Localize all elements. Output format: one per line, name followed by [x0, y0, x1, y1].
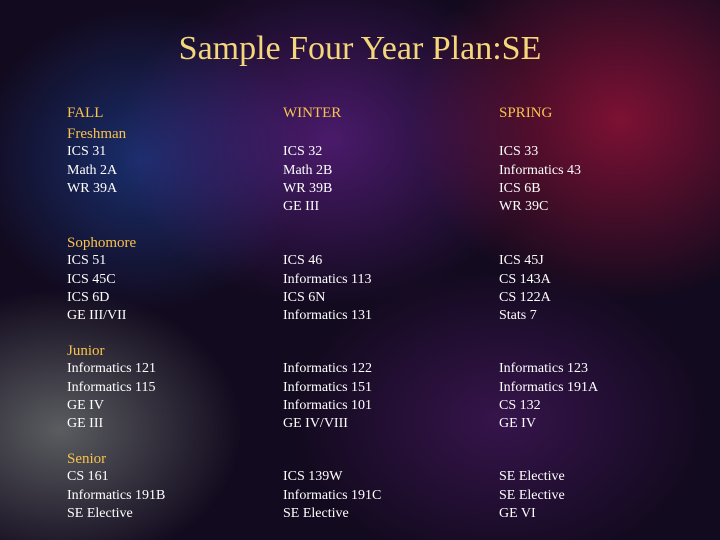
- course: GE IV/VIII: [283, 416, 348, 432]
- course: Math 2B: [283, 162, 333, 178]
- course: Informatics 191C: [283, 487, 382, 503]
- course: Informatics 43: [499, 162, 582, 178]
- course: ICS 32: [283, 144, 323, 160]
- course: Math 2A: [67, 162, 118, 178]
- course: GE IV: [67, 397, 104, 413]
- course: ICS 6D: [67, 289, 110, 305]
- course: CS 132: [499, 397, 541, 413]
- course: GE III: [67, 416, 104, 432]
- course: CS 122A: [499, 289, 551, 305]
- course: CS 143A: [499, 271, 551, 287]
- course: Informatics 151: [283, 379, 373, 395]
- course: ICS 6B: [499, 180, 541, 196]
- course: Informatics 122: [283, 361, 373, 377]
- course: ICS 51: [67, 253, 107, 269]
- course: Stats 7: [499, 308, 537, 324]
- course: CS 161: [67, 469, 109, 485]
- course: ICS 46: [283, 253, 323, 269]
- course: SE Elective: [283, 505, 349, 521]
- course: GE III: [283, 199, 320, 215]
- column-header: SPRING: [499, 105, 553, 121]
- year-label: Senior: [67, 451, 107, 467]
- year-label: Sophomore: [67, 235, 137, 251]
- course: WR 39C: [499, 199, 549, 215]
- course: ICS 139W: [283, 469, 343, 485]
- course: ICS 31: [67, 144, 107, 160]
- course: Informatics 191B: [67, 487, 166, 503]
- course: Informatics 101: [283, 397, 373, 413]
- year-label: Junior: [67, 343, 105, 359]
- course: Informatics 123: [499, 361, 589, 377]
- course: WR 39B: [283, 180, 333, 196]
- course: Informatics 191A: [499, 379, 599, 395]
- year-label: Freshman: [67, 126, 127, 142]
- course: ICS 33: [499, 144, 539, 160]
- column-header: WINTER: [283, 105, 342, 121]
- course: Informatics 113: [283, 271, 372, 287]
- course: Informatics 131: [283, 308, 373, 324]
- course: ICS 45J: [499, 253, 544, 269]
- course: GE III/VII: [67, 308, 127, 324]
- slide-title: Sample Four Year Plan:SE: [178, 30, 542, 67]
- course: SE Elective: [67, 505, 133, 521]
- course: WR 39A: [67, 180, 118, 196]
- course: GE VI: [499, 505, 536, 521]
- course: SE Elective: [499, 469, 565, 485]
- course: Informatics 121: [67, 361, 157, 377]
- course: SE Elective: [499, 487, 565, 503]
- column-header: FALL: [67, 105, 104, 121]
- course: ICS 6N: [283, 289, 326, 305]
- course: Informatics 115: [67, 379, 156, 395]
- course: ICS 45C: [67, 271, 116, 287]
- course: GE IV: [499, 416, 536, 432]
